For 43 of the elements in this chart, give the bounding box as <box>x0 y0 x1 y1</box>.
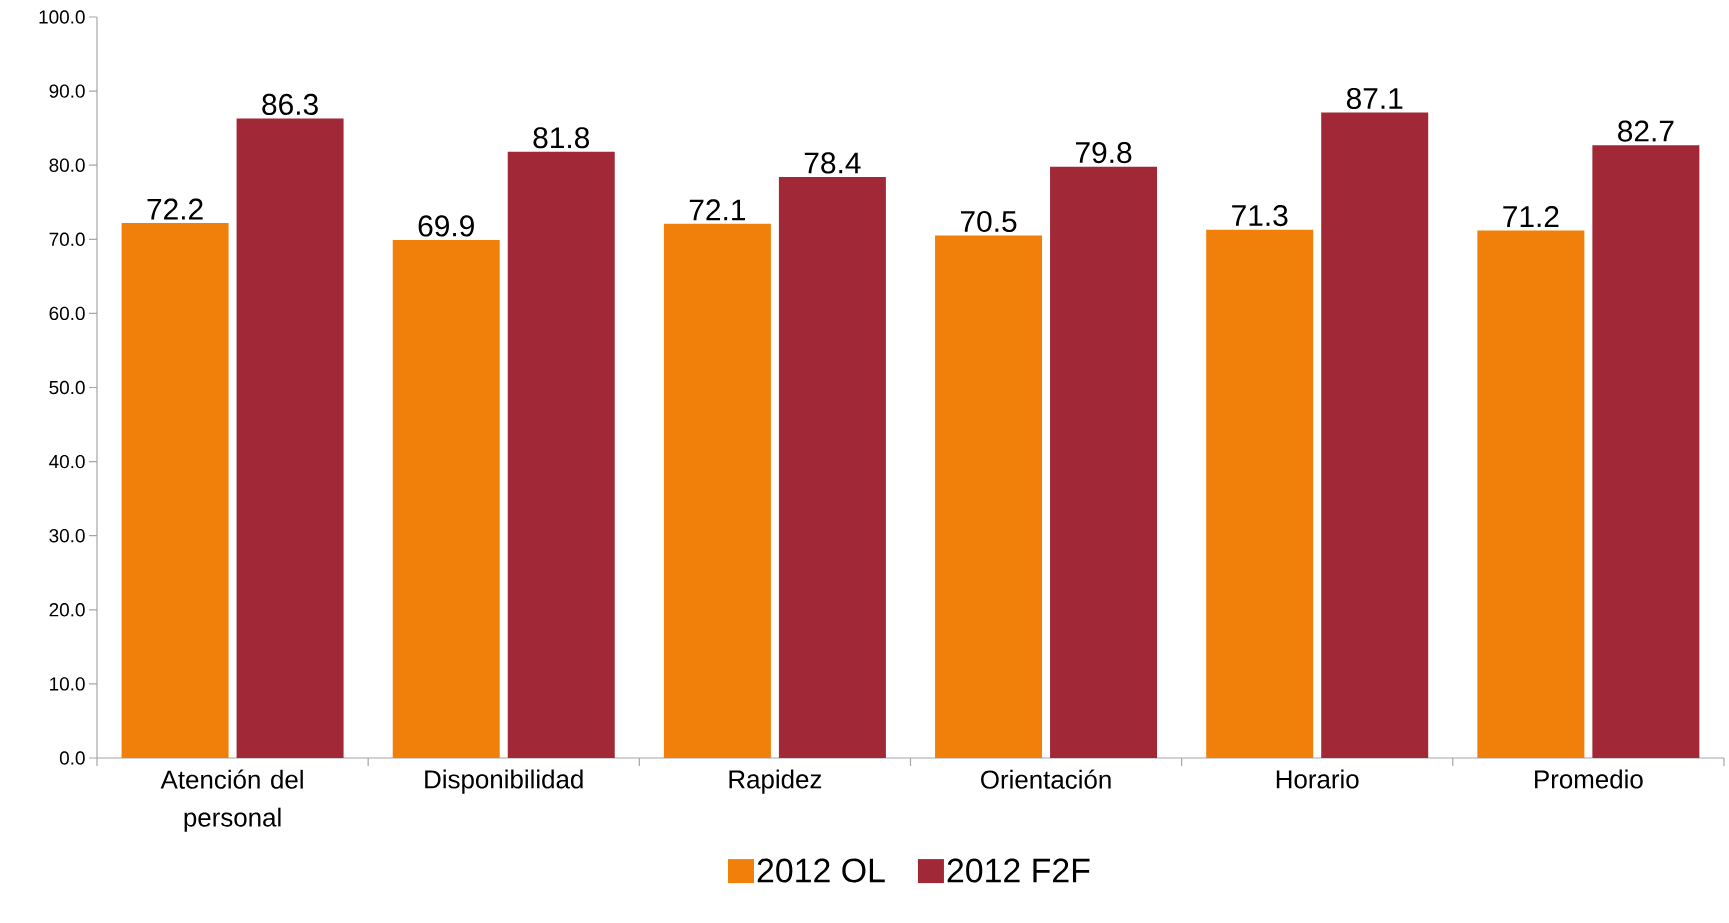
bar <box>1050 166 1158 758</box>
y-tick-label: 0.0 <box>59 751 85 765</box>
data-label: 71.2 <box>1503 206 1559 227</box>
data-label: 79.8 <box>1076 141 1132 164</box>
x-tick-label: Atención del personal <box>160 769 303 832</box>
data-label: 78.4 <box>804 152 861 174</box>
x-tick-label: Promedio <box>1535 769 1643 789</box>
bar <box>507 151 615 758</box>
bar <box>392 240 500 758</box>
data-label: 70.5 <box>961 210 1017 233</box>
y-tick-label: 10.0 <box>50 677 85 691</box>
data-label: 81.8 <box>533 127 590 149</box>
bar <box>1206 229 1314 758</box>
bar <box>121 222 229 758</box>
y-tick-label: 100.0 <box>39 10 85 24</box>
bar <box>663 223 771 758</box>
y-tick-label: 60.0 <box>49 306 85 321</box>
bar <box>1477 230 1585 758</box>
x-tick-label: Horario <box>1276 769 1359 789</box>
data-label: 71.3 <box>1232 204 1288 227</box>
legend-label: 2012 F2F <box>947 858 1090 883</box>
data-label: 87.1 <box>1346 87 1403 110</box>
data-label: 72.2 <box>147 198 203 220</box>
x-tick-label: Rapidez <box>729 769 822 794</box>
x-tick-label: Disponibilidad <box>425 769 583 794</box>
data-label: 82.7 <box>1618 120 1674 142</box>
data-label: 69.9 <box>418 215 474 237</box>
bar <box>778 177 886 758</box>
x-tick-label: Orientación <box>981 769 1111 789</box>
data-label: 86.3 <box>262 93 318 115</box>
y-tick-label: 50.0 <box>49 380 85 395</box>
legend-label: 2012 OL <box>757 858 885 883</box>
y-tick-label: 70.0 <box>49 232 85 246</box>
y-tick-label: 40.0 <box>49 454 85 469</box>
y-tick-label: 90.0 <box>49 84 85 98</box>
bar <box>236 118 344 758</box>
y-tick-label: 30.0 <box>49 528 85 543</box>
bar <box>1321 112 1429 758</box>
bar <box>1592 145 1700 758</box>
bar <box>935 235 1043 758</box>
data-label: 72.1 <box>689 199 746 221</box>
y-tick-label: 80.0 <box>49 158 85 172</box>
y-tick-label: 20.0 <box>49 603 85 617</box>
